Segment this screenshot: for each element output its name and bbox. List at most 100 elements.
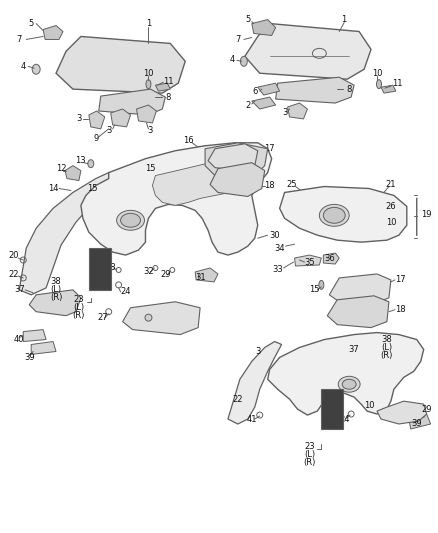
Text: 29: 29 <box>160 270 170 279</box>
Text: 29: 29 <box>421 405 432 414</box>
Text: 25: 25 <box>286 180 297 189</box>
Ellipse shape <box>323 207 345 223</box>
Polygon shape <box>111 109 131 127</box>
Polygon shape <box>323 253 339 264</box>
Text: 24: 24 <box>339 415 350 424</box>
Text: 31: 31 <box>195 273 205 282</box>
Text: 18: 18 <box>265 181 275 190</box>
Polygon shape <box>137 105 156 123</box>
Text: 27: 27 <box>97 313 108 322</box>
Text: 10: 10 <box>143 69 154 78</box>
Polygon shape <box>81 143 272 255</box>
Polygon shape <box>152 159 260 205</box>
Polygon shape <box>294 255 321 266</box>
Text: 26: 26 <box>385 202 396 211</box>
Ellipse shape <box>319 204 349 226</box>
Bar <box>89 248 111 290</box>
Ellipse shape <box>378 221 384 229</box>
Text: 7: 7 <box>17 35 22 44</box>
Ellipse shape <box>98 190 103 196</box>
Text: 41: 41 <box>247 415 257 424</box>
Text: 37: 37 <box>349 345 360 354</box>
Text: 25: 25 <box>163 313 173 322</box>
Text: 15: 15 <box>309 285 320 294</box>
Text: 34: 34 <box>274 244 285 253</box>
Text: 36: 36 <box>324 254 335 263</box>
Text: 28: 28 <box>106 263 116 272</box>
Text: 17: 17 <box>396 276 406 285</box>
Bar <box>321 389 343 429</box>
Text: 23: 23 <box>304 442 315 451</box>
Polygon shape <box>29 290 81 316</box>
Text: 16: 16 <box>183 136 194 146</box>
Text: 7: 7 <box>235 35 240 44</box>
Polygon shape <box>195 268 218 282</box>
Polygon shape <box>56 36 185 93</box>
Ellipse shape <box>145 314 152 321</box>
Text: 22: 22 <box>233 394 243 403</box>
Polygon shape <box>23 329 46 342</box>
Text: 10: 10 <box>385 218 396 227</box>
Polygon shape <box>155 83 170 91</box>
Text: 39: 39 <box>411 419 422 429</box>
Text: 4: 4 <box>229 55 234 64</box>
Text: 33: 33 <box>272 265 283 274</box>
Polygon shape <box>381 85 396 93</box>
Polygon shape <box>258 83 279 95</box>
Text: (L): (L) <box>304 450 315 459</box>
Polygon shape <box>210 163 265 197</box>
Text: 5: 5 <box>28 19 34 28</box>
Polygon shape <box>327 296 389 328</box>
Text: 39: 39 <box>24 353 35 362</box>
Polygon shape <box>329 274 391 304</box>
Text: (R): (R) <box>303 458 316 467</box>
Ellipse shape <box>377 80 381 88</box>
Text: 12: 12 <box>56 164 66 173</box>
Text: 3: 3 <box>106 126 111 135</box>
Text: 3: 3 <box>148 126 153 135</box>
Polygon shape <box>252 20 276 36</box>
Text: (L): (L) <box>73 303 85 312</box>
Polygon shape <box>123 302 200 335</box>
Text: 9: 9 <box>93 134 99 143</box>
Text: 14: 14 <box>48 184 58 193</box>
Text: 2: 2 <box>245 101 251 109</box>
Text: 21: 21 <box>385 180 396 189</box>
Text: (R): (R) <box>381 351 393 360</box>
Ellipse shape <box>319 280 324 289</box>
Ellipse shape <box>338 376 360 392</box>
Ellipse shape <box>342 379 356 389</box>
Polygon shape <box>65 166 81 181</box>
Polygon shape <box>31 342 56 354</box>
Polygon shape <box>279 187 407 242</box>
Text: 1: 1 <box>342 15 347 24</box>
Text: 3: 3 <box>282 109 287 117</box>
Ellipse shape <box>156 169 161 175</box>
Text: 11: 11 <box>163 77 173 86</box>
Polygon shape <box>228 342 282 424</box>
Text: (R): (R) <box>50 293 62 302</box>
Polygon shape <box>377 401 427 424</box>
Ellipse shape <box>146 80 151 88</box>
Text: 38: 38 <box>51 277 61 286</box>
Polygon shape <box>268 333 424 415</box>
Text: 8: 8 <box>166 93 171 102</box>
Ellipse shape <box>120 213 141 227</box>
Text: 30: 30 <box>269 231 280 240</box>
Polygon shape <box>205 143 268 179</box>
Text: 22: 22 <box>8 270 18 279</box>
Text: 11: 11 <box>392 79 402 87</box>
Text: 1: 1 <box>146 19 151 28</box>
Polygon shape <box>258 356 268 365</box>
Polygon shape <box>19 173 116 295</box>
Text: 17: 17 <box>265 144 275 154</box>
Text: 18: 18 <box>396 305 406 314</box>
Text: 3: 3 <box>255 347 261 356</box>
Ellipse shape <box>88 160 94 168</box>
Ellipse shape <box>240 56 247 66</box>
Text: 10: 10 <box>364 401 374 410</box>
Text: 24: 24 <box>120 287 131 296</box>
Text: (L): (L) <box>381 343 392 352</box>
Text: 38: 38 <box>381 335 392 344</box>
Text: 23: 23 <box>74 295 84 304</box>
